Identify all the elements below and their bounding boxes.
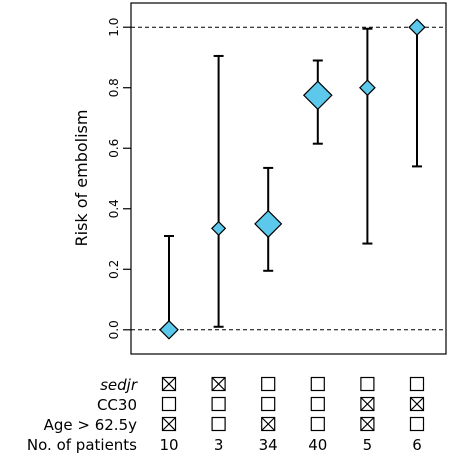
- row-label-cc30: CC30: [97, 396, 137, 414]
- checkbox-cc30-3: [310, 396, 325, 412]
- covariate-table: sedjr CC30 Age > 62.5y No. of patients 1…: [27, 376, 425, 454]
- y-axis: 0.0 0.2 0.4 0.6 0.8 1.0: [107, 18, 131, 339]
- checkbox-mark-age-2-b: [261, 417, 276, 431]
- checkbox-age-3: [310, 416, 325, 432]
- risk-point-5: [408, 18, 426, 36]
- checkbox-sedjr-2: [261, 376, 276, 392]
- y-tick-label-1: 0.2: [107, 260, 121, 279]
- checkbox-sedjr-5: [409, 376, 425, 392]
- row-label-patients: No. of patients: [27, 436, 137, 454]
- patient-count-3: 40: [308, 436, 327, 454]
- checkbox-mark-sedjr-1-b: [211, 377, 226, 391]
- row-label-sedjr: sedjr: [100, 376, 138, 394]
- patient-count-0: 10: [159, 436, 178, 454]
- risk-point-4: [359, 79, 376, 97]
- y-tick-label-3: 0.6: [107, 139, 121, 158]
- risk-point-0: [159, 319, 179, 340]
- checkbox-mark-cc30-5-b: [410, 397, 424, 411]
- checkbox-mark-age-4-b: [360, 417, 375, 431]
- y-axis-label: Risk of embolism: [72, 110, 91, 247]
- checkbox-age-1: [211, 416, 226, 432]
- row-label-age: Age > 62.5y: [44, 416, 138, 434]
- checkbox-cc30-1: [211, 396, 226, 412]
- checkbox-cc30-2: [261, 396, 276, 412]
- checkbox-age-5: [409, 416, 425, 432]
- patient-count-1: 3: [214, 436, 224, 454]
- checkbox-sedjr-4: [360, 376, 375, 392]
- checkbox-mark-age-0-b: [162, 417, 176, 431]
- y-tick-label-0: 0.0: [107, 320, 121, 339]
- checkbox-mark-cc30-4-b: [360, 397, 375, 411]
- risk-point-1: [211, 220, 227, 237]
- y-tick-label-5: 1.0: [107, 18, 121, 37]
- risk-series: [159, 18, 426, 340]
- y-tick-label-2: 0.4: [107, 199, 121, 218]
- reference-lines: [131, 26, 446, 331]
- plot-frame: [130, 2, 447, 355]
- risk-point-2: [254, 209, 283, 238]
- patient-count-4: 5: [363, 436, 373, 454]
- risk-point-3: [302, 80, 333, 111]
- y-tick-label-4: 0.8: [107, 78, 121, 97]
- patient-count-5: 6: [412, 436, 422, 454]
- patient-count-2: 34: [259, 436, 278, 454]
- checkbox-cc30-0: [161, 396, 177, 412]
- checkbox-sedjr-3: [310, 376, 325, 392]
- checkbox-mark-sedjr-0-b: [162, 377, 176, 391]
